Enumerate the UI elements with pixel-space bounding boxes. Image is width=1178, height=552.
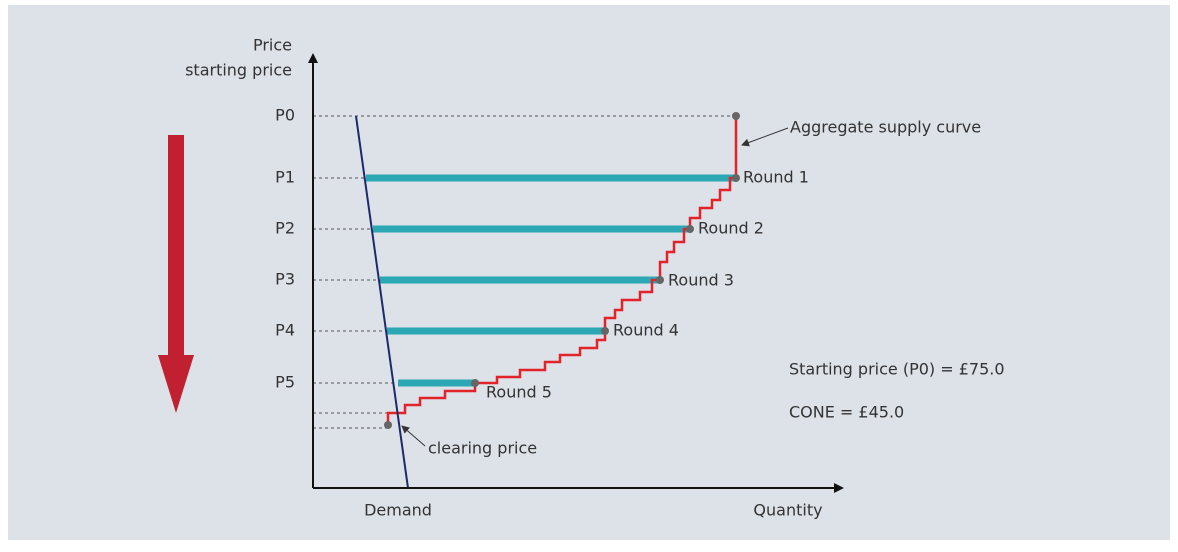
panel: [8, 5, 1170, 540]
cone-note: CONE = £45.0: [789, 403, 904, 422]
clearing-label: clearing price: [428, 439, 537, 458]
price-level: P4: [275, 321, 295, 340]
guide-lines: [313, 115, 736, 429]
demand-line: [355, 115, 409, 489]
round-label: Round 4: [613, 321, 679, 340]
supply-label: Aggregate supply curve: [790, 118, 981, 137]
y-axis-label: starting price: [185, 61, 292, 80]
price-level: P2: [275, 219, 295, 238]
round-label: Round 3: [668, 271, 734, 290]
price-level: P0: [275, 106, 295, 125]
y-axis-label: Price: [253, 36, 292, 55]
round-points: [384, 112, 740, 429]
round-label: Round 1: [743, 168, 809, 187]
starting-price-note: Starting price (P0) = £75.0: [789, 360, 1005, 379]
supply-pointer: [741, 127, 789, 147]
demand-label: Demand: [364, 501, 432, 520]
clearing-pointer: [401, 425, 426, 447]
round-label: Round 5: [486, 383, 552, 402]
x-axis-label: Quantity: [753, 501, 822, 520]
round-label: Round 2: [698, 219, 764, 238]
price-level: P3: [275, 270, 295, 289]
round-bars: [366, 174, 736, 387]
price-descent-arrow: [158, 135, 194, 413]
price-level: P5: [275, 373, 295, 392]
price-level: P1: [275, 168, 295, 187]
